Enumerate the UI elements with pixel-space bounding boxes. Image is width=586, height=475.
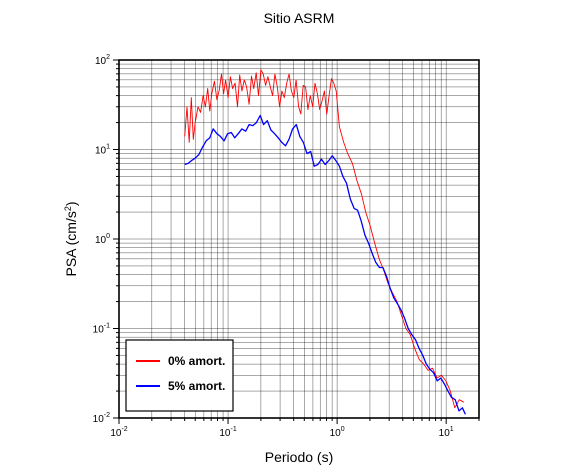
y-tick-exponent: 2: [106, 54, 110, 61]
y-tick-label: 10-2: [93, 412, 110, 425]
y-tick-label: 10-1: [93, 323, 110, 336]
x-tick-exponent: -1: [231, 426, 237, 433]
x-tick-base: 10: [439, 428, 451, 439]
x-tick-label: 101: [439, 426, 454, 439]
y-tick-base: 10: [95, 235, 107, 246]
y-tick-exponent: 1: [106, 144, 110, 151]
y-tick-base: 10: [93, 414, 105, 425]
y-tick-exponent: 0: [106, 233, 110, 240]
y-tick-exponent: -1: [104, 323, 110, 330]
legend: 0% amort. 5% amort.: [125, 339, 234, 412]
legend-box: [125, 339, 234, 412]
chart-title: Sitio ASRM: [264, 10, 335, 26]
legend-label: 5% amort.: [168, 379, 225, 393]
series-line-amort-5: [184, 114, 466, 415]
y-tick-base: 10: [93, 325, 105, 336]
y-tick-label: 100: [95, 233, 110, 246]
x-tick-base: 10: [219, 428, 231, 439]
x-tick-base: 10: [110, 428, 122, 439]
x-tick-exponent: 0: [341, 426, 345, 433]
y-tick-base: 10: [95, 146, 107, 157]
x-tick-exponent: -2: [121, 426, 127, 433]
x-axis-label: Periodo (s): [265, 449, 333, 465]
x-tick-exponent: 1: [450, 426, 454, 433]
x-tick-label: 10-2: [110, 426, 127, 439]
x-tick-label: 10-1: [219, 426, 236, 439]
y-tick-exponent: -2: [104, 412, 110, 419]
legend-label: 0% amort.: [168, 354, 225, 368]
y-axis-label: PSA (cm/s2): [63, 201, 79, 276]
y-tick-base: 10: [95, 56, 107, 67]
series-lines: [184, 69, 466, 415]
y-axis-label-end: ): [63, 201, 79, 206]
y-axis-label-main: PSA (cm/s: [63, 211, 79, 276]
x-tick-base: 10: [330, 428, 342, 439]
series-line-amort-0: [184, 69, 465, 409]
x-tick-label: 100: [330, 426, 345, 439]
y-tick-label: 102: [95, 54, 110, 67]
y-axis-label-superscript: 2: [63, 206, 73, 211]
y-tick-label: 101: [95, 144, 110, 157]
grid-lines: [118, 59, 480, 419]
